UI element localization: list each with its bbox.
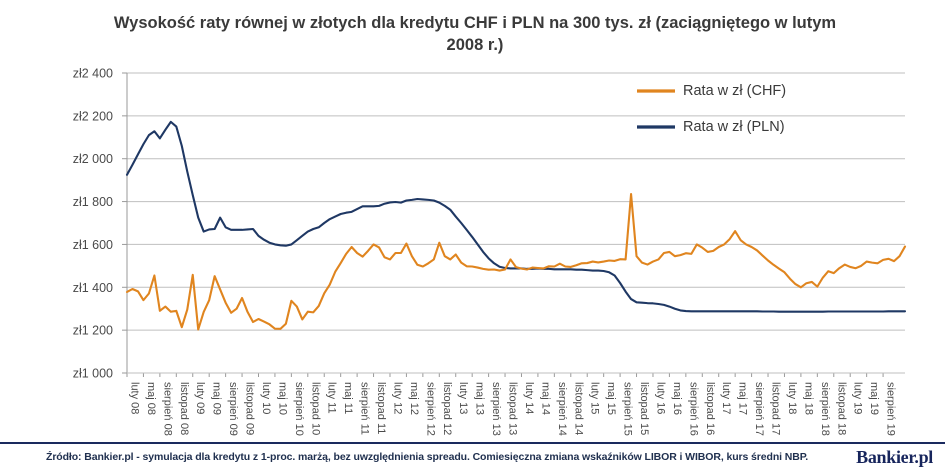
legend-label: Rata w zł (CHF) <box>683 83 786 99</box>
x-axis-tick-label: luty 18 <box>786 382 798 414</box>
x-axis-tick-label: maj 09 <box>211 382 223 415</box>
x-axis-tick-label: listopad 16 <box>704 382 716 435</box>
x-axis-tick-label: listopad 12 <box>441 382 453 435</box>
x-axis-tick-label: sierpień 16 <box>687 382 699 436</box>
x-axis-tick-label: maj 13 <box>474 382 486 415</box>
x-axis-tick-label: maj 19 <box>868 382 880 415</box>
y-axis-labels-group: zł1 000 zł1 200 zł1 400 zł1 600 zł1 800 zł2 0… <box>73 67 127 381</box>
gridlines-group <box>127 72 905 374</box>
x-axis-tick-label: luty 11 <box>326 382 338 414</box>
x-axis-tick-label: maj 18 <box>802 382 814 415</box>
x-axis-tick-label: maj 11 <box>342 382 354 414</box>
y-axis-tick-label: zł2 000 <box>73 152 113 166</box>
x-axis-tick-label: listopad 15 <box>638 382 650 435</box>
x-axis-tick-label: listopad 09 <box>244 382 256 435</box>
x-axis-tick-label: sierpień 17 <box>753 382 765 436</box>
x-axis-tick-label: listopad 14 <box>572 382 584 435</box>
x-axis-tick-label: luty 14 <box>523 382 535 414</box>
x-axis-tick-label: luty 12 <box>391 382 403 414</box>
x-axis-tick-label: listopad 10 <box>309 382 321 435</box>
x-axis-tick-label: maj 15 <box>605 382 617 415</box>
x-axis-tick-label: sierpień 13 <box>490 382 502 436</box>
x-axis-tick-label: sierpień 15 <box>622 382 634 436</box>
y-axis-tick-label: zł1 200 <box>73 324 113 338</box>
x-axis-tick-label: luty 10 <box>260 382 272 414</box>
bankier-logo: Bankier.pl <box>856 447 933 467</box>
x-axis-tick-label: listopad 11 <box>375 382 387 434</box>
series-line-pln <box>125 120 907 313</box>
data-series-group <box>125 120 907 331</box>
x-axis-tick-label: listopad 17 <box>770 382 782 435</box>
x-axis-tick-label: sierpień 10 <box>293 382 305 436</box>
x-axis-tick-label: luty 15 <box>589 382 601 414</box>
x-axis-tick-label: sierpień 08 <box>161 382 173 436</box>
x-axis-tick-label: sierpień 18 <box>819 382 831 436</box>
x-axis-tick-label: listopad 18 <box>835 382 847 435</box>
y-axis-tick-label: zł1 600 <box>73 238 113 252</box>
x-axis-tick-label: maj 10 <box>276 382 288 415</box>
x-axis-tick-label: listopad 13 <box>507 382 519 435</box>
x-axis-tick-label: sierpień 09 <box>227 382 239 436</box>
axis-lines-group <box>126 73 905 376</box>
x-axis-tick-label: sierpień 19 <box>885 382 897 436</box>
x-axis-tick-label: listopad 08 <box>178 382 190 435</box>
y-axis-tick-label: zł1 000 <box>73 367 113 381</box>
chart-title: Wysokość raty równej w złotych dla kredy… <box>113 14 837 55</box>
x-axis-tick-label: maj 17 <box>737 382 749 415</box>
x-axis-tick-label: sierpień 12 <box>424 382 436 436</box>
x-axis-tick-label: luty 16 <box>654 382 666 414</box>
source-note: Źródło: Bankier.pl - symulacja dla kredy… <box>46 451 809 463</box>
x-axis-tick-label: luty 09 <box>194 382 206 414</box>
x-axis-tick-label: luty 19 <box>852 382 864 414</box>
y-axis-tick-label: zł2 200 <box>73 109 113 123</box>
x-axis-tick-label: sierpień 11 <box>359 382 371 435</box>
x-axis-tick-label: maj 08 <box>145 382 157 415</box>
x-axis-tick-label: maj 14 <box>539 382 551 415</box>
y-axis-tick-label: zł1 400 <box>73 281 113 295</box>
series-line-chf <box>125 193 907 331</box>
footer-bar: Źródło: Bankier.pl - symulacja dla kredy… <box>0 442 945 474</box>
y-axis-tick-label: zł1 800 <box>73 195 113 209</box>
x-axis-tick-label: maj 12 <box>408 382 420 415</box>
x-axis-tick-label: sierpień 14 <box>556 382 568 436</box>
x-axis-labels-group: luty 08 maj 08 sierpień 08 listopad 08 luty … <box>126 373 897 436</box>
legend-label: Rata w zł (PLN) <box>683 119 785 135</box>
y-axis-tick-label: zł2 400 <box>73 67 113 81</box>
x-axis-tick-label: luty 17 <box>720 382 732 414</box>
x-axis-tick-label: luty 08 <box>129 382 141 414</box>
x-axis-tick-label: luty 13 <box>457 382 469 414</box>
x-axis-tick-label: maj 16 <box>671 382 683 415</box>
chart-legend: Rata w zł (CHF) Rata w zł (PLN) <box>637 83 786 135</box>
